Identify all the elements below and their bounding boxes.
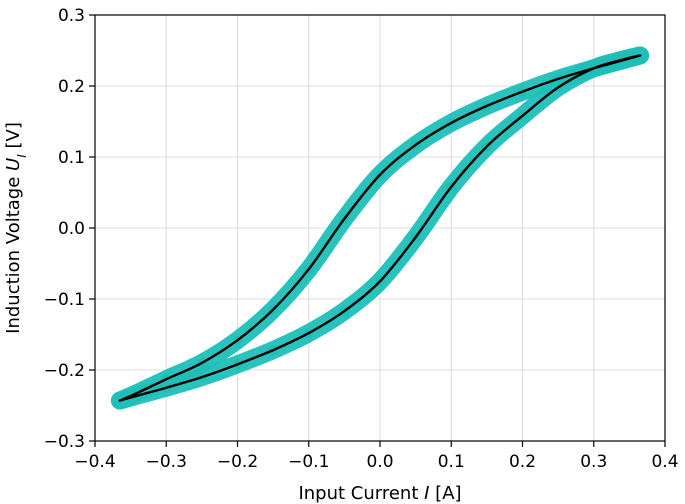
x-tick-label: −0.2: [217, 452, 258, 472]
y-axis-label-symbol: U: [3, 158, 24, 171]
fit-curves: [118, 54, 642, 402]
y-tick-label: 0.2: [58, 77, 85, 97]
x-tick-label: −0.3: [146, 452, 187, 472]
x-tick-label: −0.4: [74, 452, 115, 472]
y-tick-label: 0.1: [58, 148, 85, 168]
y-axis-ticks: −0.3 −0.2 −0.1 0.0 0.1 0.2 0.3: [44, 6, 95, 452]
x-tick-label: 0.1: [438, 452, 465, 472]
x-axis-ticks: −0.4 −0.3 −0.2 −0.1 0.0 0.1 0.2 0.3 0.4: [74, 441, 679, 472]
y-tick-label: 0.0: [58, 219, 85, 239]
y-tick-label: −0.2: [44, 361, 85, 381]
x-axis-label-text: Input Current: [298, 483, 418, 504]
fit-line-ascending: [118, 54, 642, 402]
fit-line-descending: [118, 54, 642, 402]
y-tick-label: −0.3: [44, 432, 85, 452]
x-tick-label: 0.0: [366, 452, 393, 472]
y-tick-label: −0.1: [44, 290, 85, 310]
y-axis-label: Induction Voltage UI [V]: [3, 122, 29, 334]
x-axis-label-unit: [A]: [435, 483, 461, 504]
y-axis-label-subscript: I: [15, 154, 29, 158]
x-tick-label: 0.4: [651, 452, 678, 472]
y-axis-label-text: Induction Voltage: [3, 177, 24, 334]
y-tick-label: 0.3: [58, 6, 85, 26]
x-tick-label: 0.2: [509, 452, 536, 472]
x-tick-label: −0.1: [288, 452, 329, 472]
x-axis-label-symbol: I: [424, 483, 429, 504]
x-axis-label: Input Current I [A]: [298, 483, 461, 504]
x-tick-label: 0.3: [580, 452, 607, 472]
y-axis-label-unit: [V]: [3, 122, 24, 148]
